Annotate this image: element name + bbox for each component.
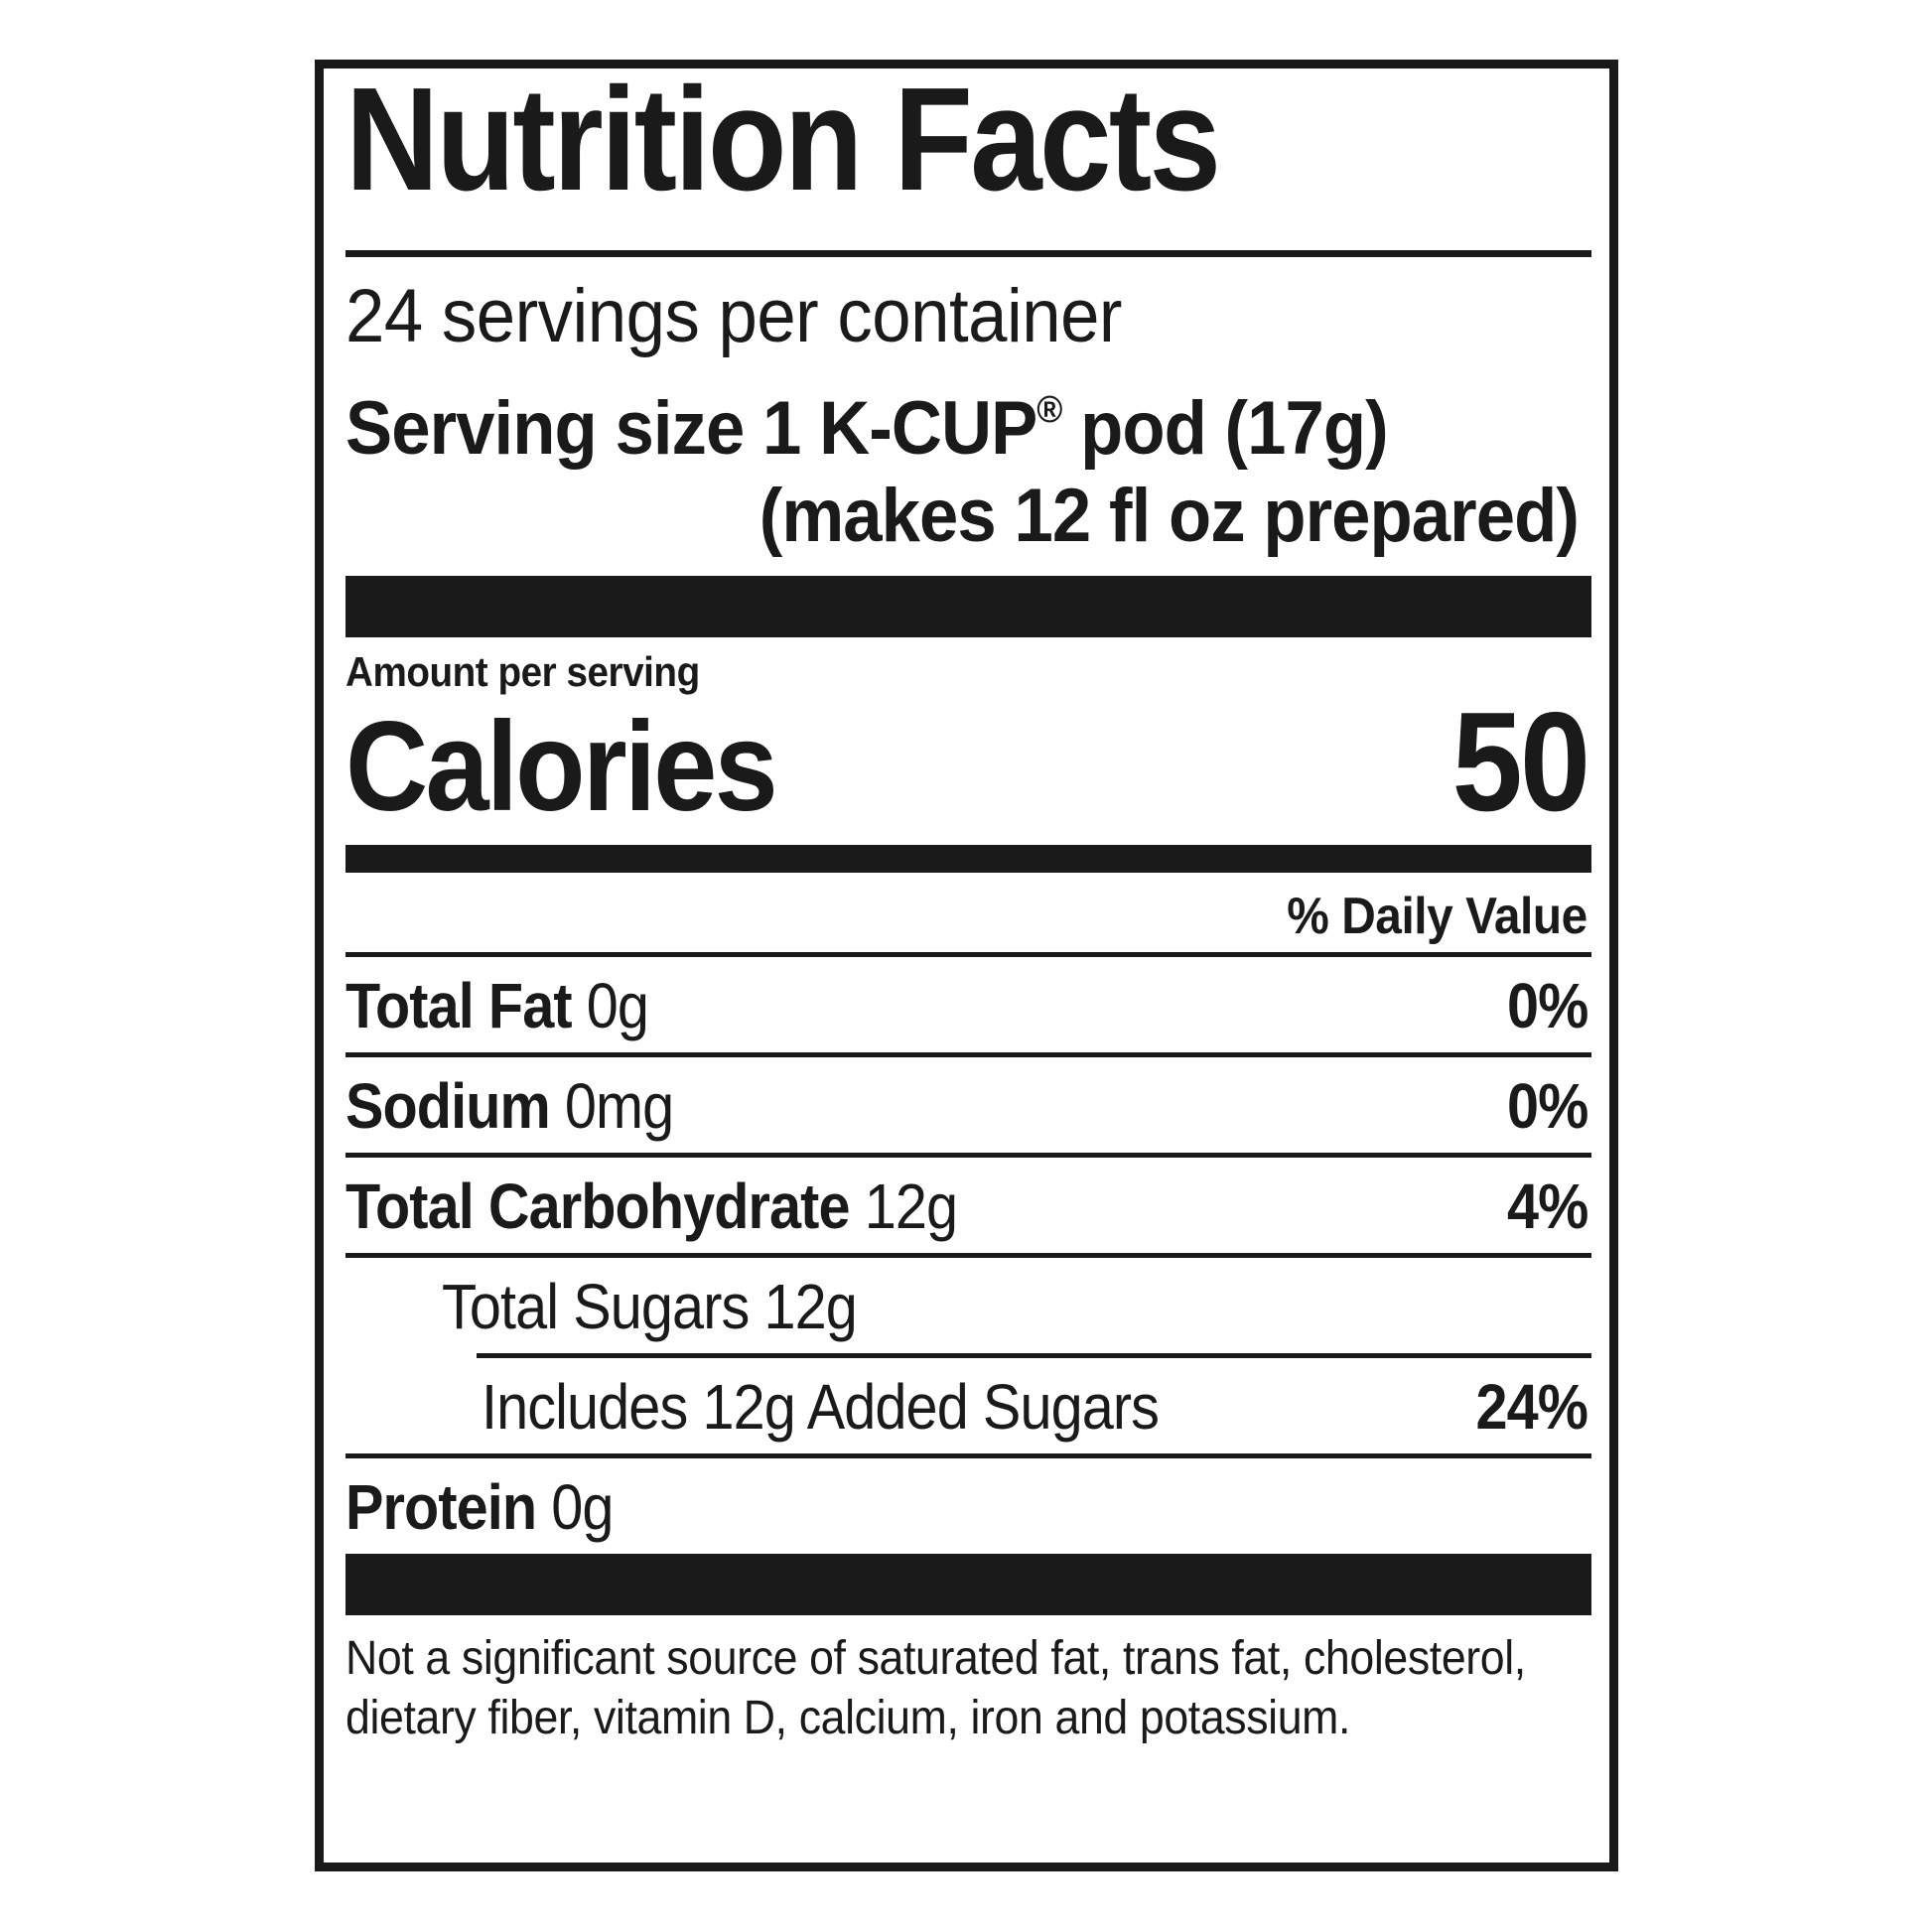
nutrient-row: Protein 0g bbox=[345, 1458, 1591, 1554]
calories-label: Calories bbox=[345, 696, 778, 838]
footnote-top-bar bbox=[345, 1554, 1591, 1615]
calories-value: 50 bbox=[1451, 683, 1590, 841]
label-inner-content: Nutrition Facts 24 servings per containe… bbox=[345, 58, 1591, 1863]
row-divider-rule bbox=[345, 952, 1591, 957]
nutrient-name: Total Fat 0g bbox=[345, 969, 649, 1042]
row-divider-rule bbox=[345, 1453, 1591, 1458]
row-divider-rule-indented bbox=[477, 1353, 1591, 1358]
servings-per-container: 24 servings per container bbox=[345, 274, 1123, 358]
nutrient-name-holder: Includes 12g Added Sugars bbox=[345, 1370, 1234, 1444]
nutrient-name: Total Sugars 12g bbox=[442, 1270, 858, 1343]
nutrient-row: Total Sugars 12g bbox=[345, 1258, 1591, 1353]
nutrient-label: Total Carbohydrate bbox=[345, 1171, 850, 1242]
nutrient-name-holder: Total Fat 0g bbox=[345, 969, 682, 1042]
serving-size-weight: pod (17g) bbox=[1061, 386, 1389, 471]
daily-value-header-row: % Daily Value bbox=[345, 873, 1591, 952]
nutrient-name: Total Carbohydrate 12g bbox=[345, 1170, 958, 1243]
nutrient-daily-value: 4% bbox=[1506, 1171, 1588, 1242]
nutrient-label: Sodium bbox=[345, 1070, 551, 1142]
row-divider-rule bbox=[345, 1153, 1591, 1158]
row-divider-rule bbox=[345, 1052, 1591, 1057]
title-row: Nutrition Facts bbox=[345, 58, 1591, 242]
nutrient-amount: 0mg bbox=[549, 1070, 674, 1142]
nutrient-name-holder: Sodium 0mg bbox=[345, 1069, 710, 1143]
serving-size-block: Serving size 1 K-CUP® pod (17g) (makes 1… bbox=[345, 366, 1591, 560]
nutrient-name-holder: Total Carbohydrate 12g bbox=[345, 1170, 1026, 1243]
footnote-line-1: Not a significant source of saturated fa… bbox=[345, 1632, 1526, 1685]
nutrient-label: Includes 12g Added Sugars bbox=[482, 1371, 1160, 1443]
nutrient-daily-value: 0% bbox=[1506, 1070, 1588, 1142]
serving-size-line-1: Serving size 1 K-CUP® pod (17g) bbox=[345, 366, 1504, 473]
serving-size-line-2: (makes 12 fl oz prepared) bbox=[759, 474, 1580, 558]
nutrient-amount: 0g bbox=[571, 970, 649, 1041]
calories-row: Calories 50 bbox=[345, 683, 1591, 841]
nutrient-row: Total Fat 0g 0% bbox=[345, 957, 1591, 1052]
nutrient-row: Includes 12g Added Sugars 24% bbox=[345, 1358, 1591, 1453]
daily-value-header: % Daily Value bbox=[1287, 888, 1588, 945]
nutrient-row: Total Carbohydrate 12g 4% bbox=[345, 1158, 1591, 1253]
nutrient-daily-value: 0% bbox=[1506, 970, 1588, 1041]
row-divider-rule bbox=[345, 1253, 1591, 1258]
nutrient-name-holder: Protein 0g bbox=[345, 1470, 642, 1544]
amount-per-serving-top-bar bbox=[345, 576, 1591, 637]
nutrient-amount: 0g bbox=[536, 1471, 614, 1543]
nutrient-name-holder: Total Sugars 12g bbox=[345, 1270, 902, 1343]
nutrient-label: Protein bbox=[345, 1471, 537, 1543]
calories-bottom-bar bbox=[345, 845, 1591, 873]
title-divider-rule bbox=[345, 250, 1591, 257]
amount-per-serving-label: Amount per serving bbox=[345, 648, 700, 695]
registered-trademark-icon: ® bbox=[1036, 389, 1062, 431]
nutrient-name: Protein 0g bbox=[345, 1470, 614, 1544]
nutrient-row: Sodium 0mg 0% bbox=[345, 1057, 1591, 1153]
nutrition-facts-label: Nutrition Facts 24 servings per containe… bbox=[315, 58, 1618, 1871]
nutrient-name: Includes 12g Added Sugars bbox=[482, 1370, 1160, 1444]
page-title: Nutrition Facts bbox=[345, 58, 1221, 221]
nutrient-rows: Total Fat 0g 0% Sodium 0mg 0% Total Carbohyd… bbox=[345, 952, 1591, 1554]
nutrient-label: Total Fat bbox=[345, 970, 573, 1041]
nutrient-daily-value: 24% bbox=[1475, 1371, 1587, 1443]
nutrient-name: Sodium 0mg bbox=[345, 1069, 674, 1143]
nutrient-amount: 12g bbox=[849, 1171, 958, 1242]
nutrient-label: Total Sugars 12g bbox=[442, 1271, 858, 1342]
serving-size-text: Serving size 1 K-CUP bbox=[345, 386, 1037, 471]
footnote: Not a significant source of saturated fa… bbox=[345, 1615, 1591, 1748]
footnote-line-2: dietary fiber, vitamin D, calcium, iron … bbox=[345, 1692, 1351, 1744]
